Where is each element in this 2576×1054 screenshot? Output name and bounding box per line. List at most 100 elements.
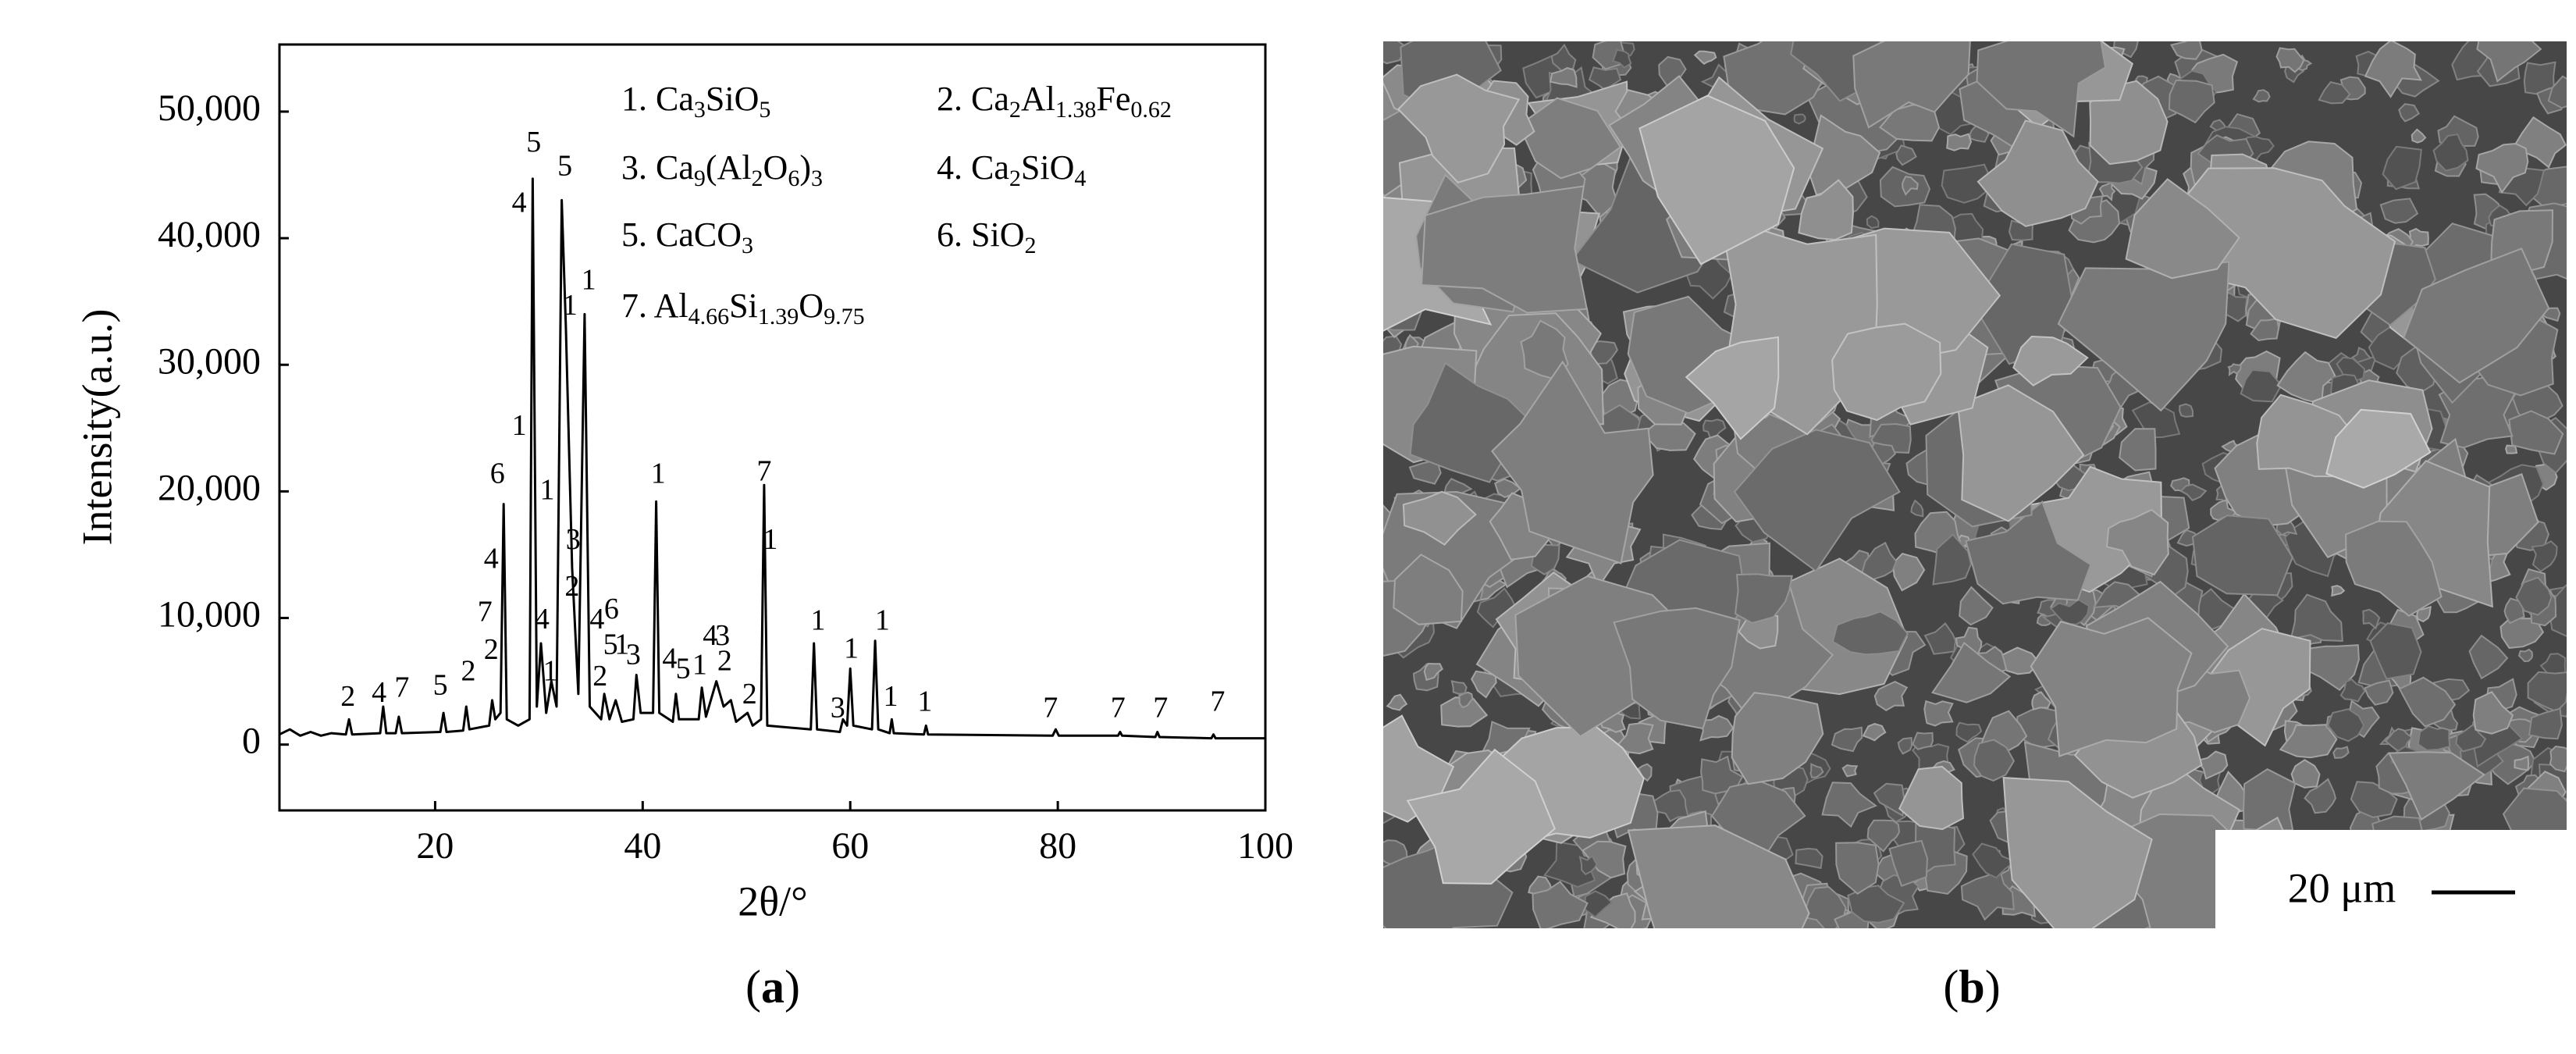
peak-label: 1 bbox=[917, 685, 932, 718]
caption-b: (b) bbox=[1943, 961, 2000, 1013]
particle bbox=[2550, 746, 2571, 771]
particle bbox=[1368, 25, 1407, 63]
legend-entry: 6. SiO2 bbox=[937, 215, 1036, 258]
formula-subscript: 3 bbox=[742, 233, 753, 258]
peak-label: 6 bbox=[490, 458, 505, 490]
peak-label: 4 bbox=[535, 603, 550, 636]
peak-label: 1 bbox=[543, 655, 557, 688]
formula-subscript: 9 bbox=[694, 166, 706, 191]
peak-label: 1 bbox=[540, 474, 555, 507]
peak-label: 5 bbox=[433, 668, 448, 701]
legend-number: 5. bbox=[621, 215, 647, 254]
formula-text: Ca bbox=[971, 148, 1009, 187]
peak-label: 4 bbox=[484, 542, 499, 575]
formula-text: ) bbox=[799, 148, 811, 187]
formula-text: Fe bbox=[1096, 80, 1130, 118]
legend-entry: 7. Al4.66Si1.39O9.75 bbox=[621, 287, 865, 329]
peak-label: 5 bbox=[526, 126, 541, 158]
y-tick-label: 0 bbox=[242, 721, 261, 762]
peak-label: 1 bbox=[763, 523, 777, 556]
x-tick-label: 80 bbox=[1039, 825, 1076, 867]
peak-label: 7 bbox=[756, 454, 771, 487]
formula-text: CaCO bbox=[656, 215, 742, 254]
peak-label: 2 bbox=[340, 680, 355, 713]
particle bbox=[2418, 726, 2450, 750]
y-tick-label: 50,000 bbox=[158, 87, 261, 129]
particle bbox=[2179, 404, 2193, 417]
formula-subscript: 0.62 bbox=[1130, 97, 1172, 123]
peak-label: 3 bbox=[566, 523, 581, 556]
scale-bar-label: 20 μm bbox=[2288, 864, 2396, 911]
particle bbox=[1947, 134, 1971, 151]
formula-subscript: 6 bbox=[788, 166, 799, 191]
x-axis-label: 2θ/° bbox=[738, 878, 807, 924]
formula-subscript: 3 bbox=[694, 97, 706, 123]
peak-label: 4 bbox=[372, 676, 386, 709]
peak-label: 1 bbox=[810, 604, 825, 637]
peak-label: 1 bbox=[512, 409, 527, 442]
x-tick-label: 20 bbox=[416, 825, 454, 867]
formula-subscript: 4.66 bbox=[688, 304, 730, 329]
y-tick-label: 10,000 bbox=[158, 594, 261, 636]
formula-text: SiO bbox=[971, 215, 1024, 254]
formula-text: O bbox=[799, 287, 824, 325]
legend-entry: 4. Ca2SiO4 bbox=[937, 148, 1086, 191]
peak-label: 4 bbox=[662, 642, 677, 675]
y-tick-label: 30,000 bbox=[158, 340, 261, 382]
particle bbox=[1924, 701, 1952, 725]
formula-subscript: 2 bbox=[1009, 166, 1021, 191]
formula-subscript: 1.39 bbox=[758, 304, 799, 329]
particle bbox=[1452, 681, 1467, 694]
peak-label: 2 bbox=[484, 633, 499, 666]
x-tick-label: 40 bbox=[624, 825, 661, 867]
formula-text: Ca bbox=[656, 80, 694, 118]
peak-label: 2 bbox=[717, 645, 732, 678]
x-tick-label: 60 bbox=[831, 825, 869, 867]
formula-subscript: 2 bbox=[1009, 97, 1021, 123]
formula-subscript: 1.38 bbox=[1055, 97, 1097, 123]
peak-label: 2 bbox=[461, 655, 475, 688]
formula-text: SiO bbox=[1021, 148, 1074, 187]
peak-label: 7 bbox=[478, 595, 493, 628]
legend-number: 2. bbox=[937, 80, 962, 118]
peak-label: 1 bbox=[692, 648, 707, 681]
peak-label: 6 bbox=[604, 593, 619, 625]
peak-label: 1 bbox=[884, 680, 898, 713]
peak-label: 3 bbox=[831, 692, 845, 725]
y-tick-label: 20,000 bbox=[158, 467, 261, 508]
peak-label: 1 bbox=[651, 458, 666, 490]
peak-label: 7 bbox=[394, 671, 409, 704]
formula-subscript: 4 bbox=[1074, 166, 1086, 191]
formula-text: Al bbox=[1021, 80, 1055, 118]
legend-entry: 3. Ca9(Al2O6)3 bbox=[621, 148, 823, 191]
peak-label: 3 bbox=[626, 639, 641, 671]
peak-label: 7 bbox=[1153, 692, 1168, 725]
formula-subscript: 9.75 bbox=[824, 304, 865, 329]
legend-number: 4. bbox=[937, 148, 962, 187]
y-axis-label: Intensity(a.u.) bbox=[73, 309, 120, 546]
peak-label: 7 bbox=[1043, 692, 1058, 725]
x-tick-label: 100 bbox=[1237, 825, 1293, 867]
peak-label: 7 bbox=[1111, 692, 1126, 725]
peak-label: 4 bbox=[512, 187, 527, 219]
formula-subscript: 3 bbox=[811, 166, 823, 191]
legend-entry: 2. Ca2Al1.38Fe0.62 bbox=[937, 80, 1172, 123]
legend-number: 7. bbox=[621, 287, 647, 325]
legend-number: 6. bbox=[937, 215, 962, 254]
y-tick-label: 40,000 bbox=[158, 214, 261, 255]
formula-subscript: 2 bbox=[752, 166, 763, 191]
particle bbox=[1912, 733, 1933, 750]
formula-text: SiO bbox=[706, 80, 759, 118]
peak-label: 5 bbox=[676, 652, 691, 685]
formula-subscript: 2 bbox=[1024, 233, 1036, 258]
peak-label: 5 bbox=[557, 150, 572, 183]
peak-label: 1 bbox=[875, 604, 890, 637]
formula-text: (Al bbox=[706, 148, 752, 187]
formula-text: Ca bbox=[656, 148, 694, 187]
peak-label: 7 bbox=[1210, 685, 1225, 718]
caption-a: (a) bbox=[745, 961, 800, 1013]
peak-label: 2 bbox=[564, 570, 579, 603]
xrd-line bbox=[279, 179, 1265, 739]
